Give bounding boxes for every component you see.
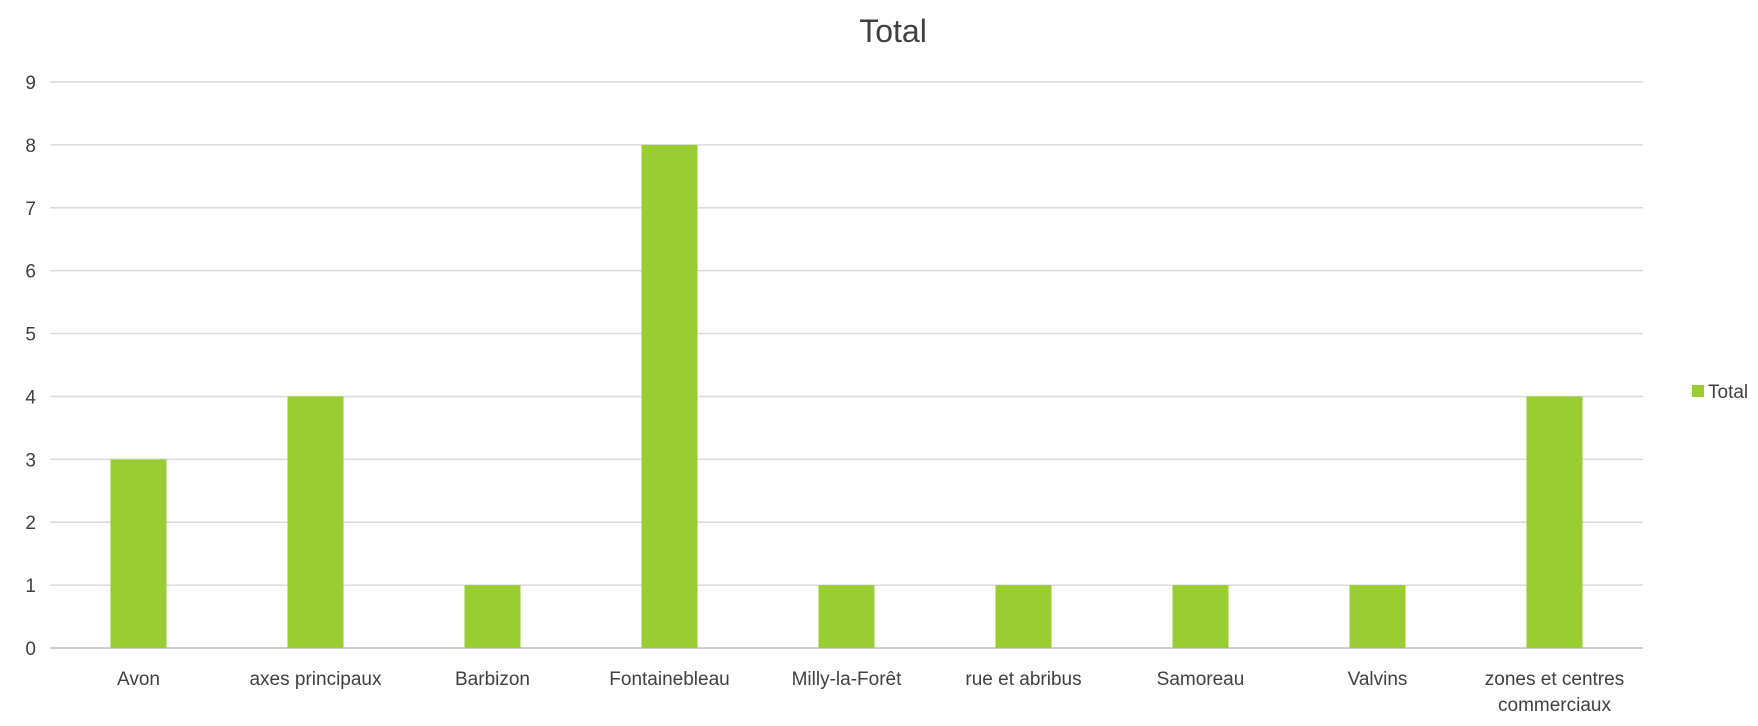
bar xyxy=(995,585,1052,648)
y-tick-label: 0 xyxy=(25,639,36,660)
y-tick-label: 2 xyxy=(25,513,36,534)
bar xyxy=(287,396,344,648)
bar xyxy=(641,144,698,648)
x-category-label: Milly-la-Forêt xyxy=(792,669,903,690)
bars xyxy=(110,144,1583,648)
x-category-label-line: Avon xyxy=(117,669,160,690)
x-category-label: Avon xyxy=(117,669,160,690)
x-category-label-line: Samoreau xyxy=(1157,669,1245,690)
x-axis-category-labels: Avon axes principaux Barbizon Fontainebleau… xyxy=(117,669,1624,716)
chart-title: Total xyxy=(859,13,927,49)
legend-label: Total xyxy=(1708,382,1748,403)
bar xyxy=(464,585,521,648)
x-category-label: zones et centres commerciaux xyxy=(1485,669,1624,716)
bar xyxy=(1349,585,1406,648)
x-category-label-line: rue et abribus xyxy=(965,669,1081,690)
x-category-label-line: Fontainebleau xyxy=(609,669,729,690)
bar xyxy=(1526,396,1583,648)
legend-swatch xyxy=(1692,385,1704,397)
x-category-label: Valvins xyxy=(1348,669,1408,690)
legend: Total xyxy=(1692,382,1748,403)
x-category-label-line: Valvins xyxy=(1348,669,1408,690)
y-tick-label: 4 xyxy=(25,387,36,408)
bar xyxy=(110,459,167,648)
x-category-label: axes principaux xyxy=(249,669,382,690)
x-category-label: Samoreau xyxy=(1157,669,1245,690)
bar xyxy=(1172,585,1229,648)
y-tick-label: 8 xyxy=(25,136,36,157)
bar xyxy=(818,585,875,648)
y-tick-label: 1 xyxy=(25,576,36,597)
y-tick-label: 5 xyxy=(25,325,36,346)
x-category-label: rue et abribus xyxy=(965,669,1081,690)
x-category-label-line: Barbizon xyxy=(455,669,530,690)
x-category-label-line: axes principaux xyxy=(249,669,382,690)
x-category-label: Barbizon xyxy=(455,669,530,690)
x-category-label-line: commerciaux xyxy=(1498,695,1611,716)
x-category-label-line: Milly-la-Forêt xyxy=(792,669,903,690)
y-tick-label: 7 xyxy=(25,199,36,220)
x-category-label-line: zones et centres xyxy=(1485,669,1624,690)
y-tick-label: 6 xyxy=(25,262,36,283)
y-tick-label: 9 xyxy=(25,73,36,94)
x-category-label: Fontainebleau xyxy=(609,669,729,690)
y-tick-label: 3 xyxy=(25,450,36,471)
y-axis-tick-labels: 0 1 2 3 4 5 6 7 8 9 xyxy=(25,73,36,660)
